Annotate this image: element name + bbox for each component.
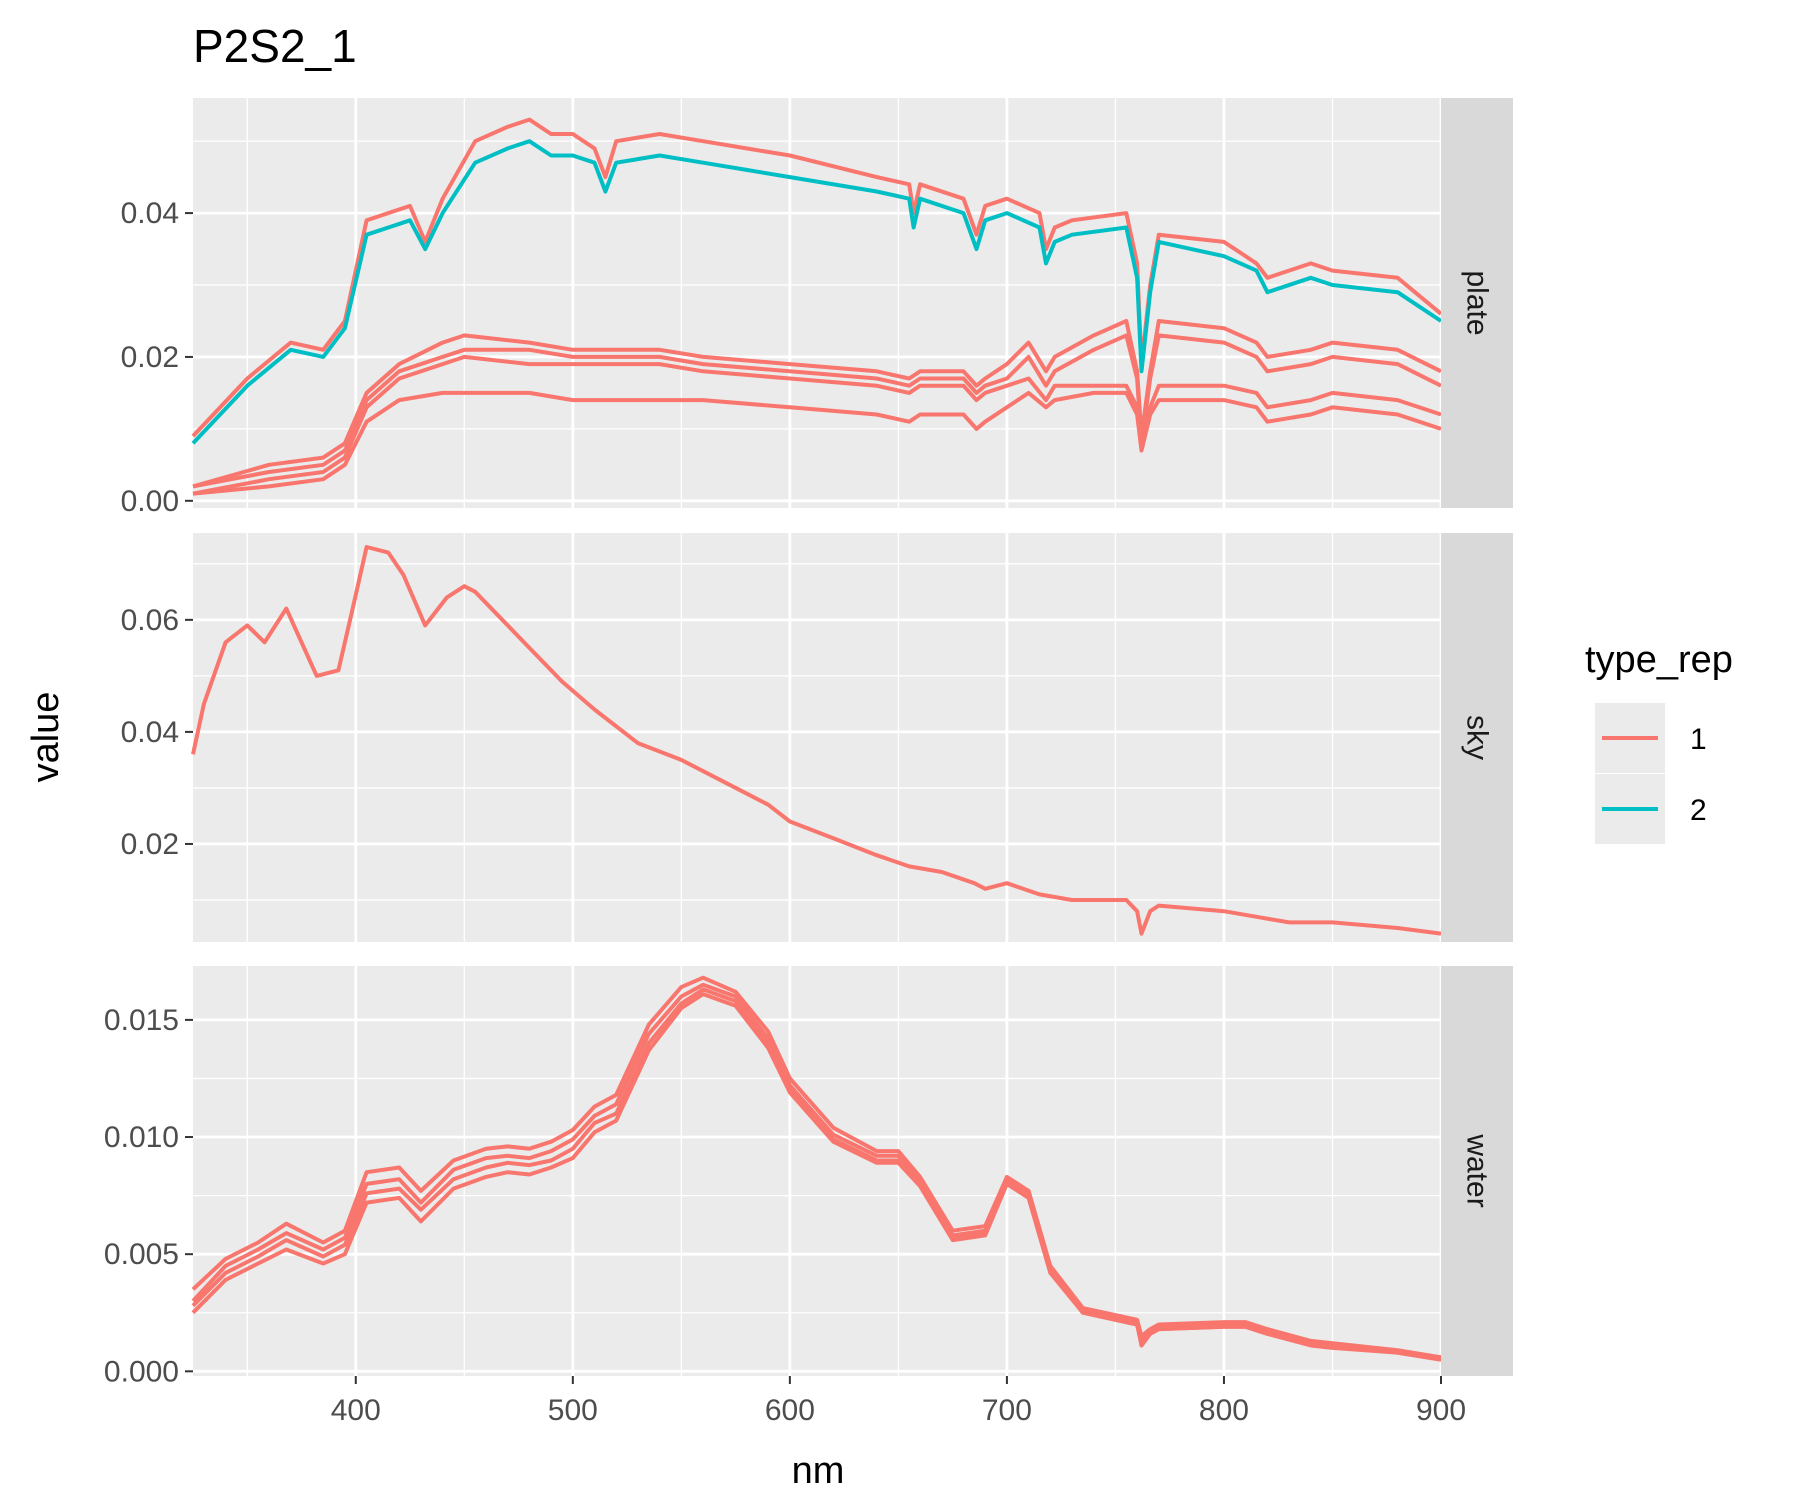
legend: type_rep 12 <box>1585 639 1733 844</box>
x-tick-label: 600 <box>765 1394 815 1427</box>
legend-item-1: 1 <box>1595 703 1707 773</box>
series-line-type-rep-1 <box>192 390 1442 496</box>
y-tick-label: 0.005 <box>104 1238 179 1271</box>
panel-background <box>193 533 1441 942</box>
facet-strip <box>1441 533 1513 942</box>
series-line-type-rep-1 <box>192 354 1442 496</box>
series-line-type-rep-2 <box>191 139 1443 445</box>
series-line-type-rep-1 <box>191 975 1442 1360</box>
y-tick-label: 0.000 <box>104 1355 179 1388</box>
chart-title: P2S2_1 <box>193 20 357 72</box>
x-tick-label: 500 <box>548 1394 598 1427</box>
facet-strip <box>1441 98 1513 508</box>
panel-background <box>193 98 1441 508</box>
series-line-type-rep-1 <box>192 319 1442 489</box>
legend-title: type_rep <box>1585 639 1733 681</box>
y-tick-label: 0.015 <box>104 1004 179 1037</box>
series-line-type-rep-1 <box>191 992 1442 1362</box>
panel-plate: 0.00 0.02 0.04 plate <box>121 98 1513 518</box>
y-tick-label: 0.04 <box>121 197 179 230</box>
y-tick-label: 0.00 <box>121 485 179 518</box>
y-tick-label: 0.02 <box>121 341 179 374</box>
y-axis-title: value <box>25 692 67 783</box>
series-line-type-rep-1 <box>191 545 1442 936</box>
series-group <box>191 975 1442 1362</box>
y-tick-label: 0.04 <box>121 716 179 749</box>
legend-item-2: 2 <box>1595 774 1707 844</box>
series-group <box>191 117 1443 496</box>
x-axis-title: nm <box>792 1450 845 1492</box>
x-tick-label: 400 <box>331 1394 381 1427</box>
facet-strip-label: sky <box>1461 715 1494 760</box>
panel-sky: 0.02 0.04 0.06 sky <box>121 533 1513 942</box>
facet-strip-label: plate <box>1461 270 1494 335</box>
x-axis: 400 500 600 700 800 900 <box>331 1376 1466 1427</box>
legend-keys: 12 <box>1595 703 1707 844</box>
facet-strip <box>1441 966 1513 1376</box>
legend-label: 1 <box>1690 723 1707 756</box>
x-tick-label: 900 <box>1416 1394 1466 1427</box>
panel-water: 0.000 0.005 0.010 0.015 water <box>104 966 1513 1388</box>
series-line-type-rep-1 <box>192 333 1442 489</box>
facet-panels: 0.000.020.04plate0.020.040.06sky0.0000.0… <box>104 98 1513 1388</box>
series-group <box>191 545 1442 936</box>
y-tick-label: 0.02 <box>121 828 179 861</box>
y-tick-label: 0.06 <box>121 604 179 637</box>
x-tick-label: 700 <box>982 1394 1032 1427</box>
legend-label: 2 <box>1690 794 1707 827</box>
y-tick-label: 0.010 <box>104 1121 179 1154</box>
x-tick-label: 800 <box>1199 1394 1249 1427</box>
facet-strip-label: water <box>1461 1133 1494 1207</box>
